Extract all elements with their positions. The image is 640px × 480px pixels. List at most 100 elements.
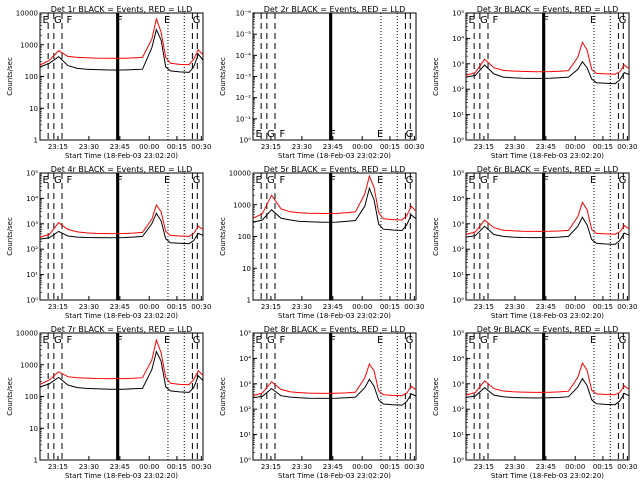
marker-letter: E	[590, 335, 596, 346]
marker-letter: G	[193, 175, 201, 186]
x-tick-label: 00:15	[380, 463, 400, 471]
x-axis-label: Start Time (18-Feb-03 23:02:20)	[491, 472, 604, 480]
series-events-line	[465, 60, 630, 85]
x-tick-label: 00:00	[352, 463, 372, 471]
marker-letter: F	[279, 175, 285, 186]
panel-det-2: Det 2r BLACK = Events, RED = LLD Counts/s…	[219, 5, 424, 160]
x-tick-label: 23:15	[48, 463, 68, 471]
marker-letter: E	[469, 15, 475, 26]
y-tick-label: 100	[25, 393, 38, 401]
panel-title: Det 2r BLACK = Events, RED = LLD	[264, 5, 406, 14]
y-tick-label: 10¹	[452, 111, 464, 119]
x-tick-label: 23:30	[292, 143, 312, 151]
marker-letter: E	[590, 175, 596, 186]
plot-frame	[252, 332, 417, 461]
panel-det-1: Det 1r BLACK = Events, RED = LLD Counts/s…	[6, 5, 211, 160]
plot-frame	[465, 332, 630, 461]
marker-letter: F	[117, 15, 123, 26]
x-tick-label: 00:15	[380, 143, 400, 151]
x-tick-label: 00:15	[593, 303, 613, 311]
marker-letter: F	[66, 15, 72, 26]
marker-letter: F	[117, 335, 123, 346]
marker-letter: F	[543, 15, 549, 26]
series-events-line	[465, 377, 630, 406]
x-tick-label: 00:30	[404, 463, 424, 471]
y-tick-label: 10	[242, 265, 251, 273]
y-tick-label: 1000	[20, 41, 38, 49]
x-axis-label: Start Time (18-Feb-03 23:02:20)	[278, 152, 391, 160]
x-tick-label: 00:00	[565, 303, 585, 311]
plot-frame	[465, 12, 630, 141]
marker-letter: G	[406, 129, 414, 140]
series-lld-line	[465, 41, 630, 76]
x-tick-label: 00:30	[191, 303, 211, 311]
y-tick-label: 10²	[26, 246, 38, 254]
x-tick-label: 23:45	[323, 463, 343, 471]
panel-title: Det 9r BLACK = Events, RED = LLD	[477, 325, 619, 334]
x-tick-label: 23:15	[48, 303, 68, 311]
marker-letter: G	[267, 129, 275, 140]
marker-letter: E	[590, 15, 596, 26]
y-axis-label: Counts/sec	[219, 377, 227, 416]
y-tick-label: 10⁴	[452, 35, 464, 43]
y-tick-label: 10³	[452, 380, 464, 388]
y-tick-label: 10⁴	[452, 355, 464, 363]
y-axis-label: Counts/sec	[6, 217, 14, 256]
plot-frame	[252, 12, 417, 141]
x-tick-label: 00:30	[191, 463, 211, 471]
panel-det-6: Det 6r BLACK = Events, RED = LLD Counts/s…	[432, 165, 637, 320]
marker-letter: E	[43, 15, 49, 26]
marker-letter: F	[543, 335, 549, 346]
series-events-line	[252, 378, 417, 406]
y-tick-label: 10¹	[452, 271, 464, 279]
marker-letter: G	[406, 175, 414, 186]
y-tick-label: 10⁵	[452, 170, 464, 178]
x-tick-label: 23:30	[505, 463, 525, 471]
y-tick-label: 10⁵	[452, 10, 464, 18]
y-tick-label: 100	[25, 73, 38, 81]
marker-letter: F	[66, 175, 72, 186]
marker-letter: G	[619, 335, 627, 346]
marker-letter: F	[492, 175, 498, 186]
x-axis-label: Start Time (18-Feb-03 23:02:20)	[65, 312, 178, 320]
series-lld-line	[39, 338, 204, 386]
x-tick-label: 00:00	[352, 303, 372, 311]
y-tick-label: 10³	[239, 380, 251, 388]
marker-letter: E	[43, 175, 49, 186]
panel-title: Det 6r BLACK = Events, RED = LLD	[477, 165, 619, 174]
marker-letter: F	[543, 175, 549, 186]
marker-letter: F	[330, 129, 336, 140]
y-axis-label: Counts/sec	[219, 217, 227, 256]
series-events-line	[39, 28, 204, 73]
marker-letter: G	[54, 175, 62, 186]
marker-letter: F	[330, 335, 336, 346]
series-events-line	[465, 216, 630, 245]
y-tick-label: 10000	[229, 170, 251, 178]
y-tick-label: 10⁰	[239, 137, 251, 145]
y-tick-label: 10¹	[26, 271, 38, 279]
plot-frame	[252, 172, 417, 301]
x-tick-label: 23:30	[505, 303, 525, 311]
y-tick-label: 10²	[452, 86, 464, 94]
panel-det-7: Det 7r BLACK = Events, RED = LLD Counts/s…	[6, 325, 211, 480]
marker-letter: E	[377, 175, 383, 186]
x-tick-label: 00:30	[617, 303, 637, 311]
x-tick-label: 23:30	[292, 303, 312, 311]
x-tick-label: 00:15	[167, 463, 187, 471]
y-tick-label: 10	[29, 425, 38, 433]
x-tick-label: 23:15	[261, 143, 281, 151]
x-tick-label: 23:30	[292, 463, 312, 471]
y-tick-label: 10	[29, 105, 38, 113]
marker-letter: E	[377, 129, 383, 140]
marker-letter: E	[256, 175, 262, 186]
plot-frame	[465, 172, 630, 301]
x-tick-label: 00:00	[352, 143, 372, 151]
panel-det-3: Det 3r BLACK = Events, RED = LLD Counts/s…	[432, 5, 637, 160]
marker-letter: E	[164, 15, 170, 26]
y-tick-label: 10⁰	[452, 457, 464, 465]
panel-title: Det 5r BLACK = Events, RED = LLD	[264, 165, 406, 174]
series-events-line	[252, 186, 417, 232]
y-tick-label: 10²	[452, 406, 464, 414]
x-tick-label: 23:45	[110, 303, 130, 311]
series-lld-line	[39, 203, 204, 238]
